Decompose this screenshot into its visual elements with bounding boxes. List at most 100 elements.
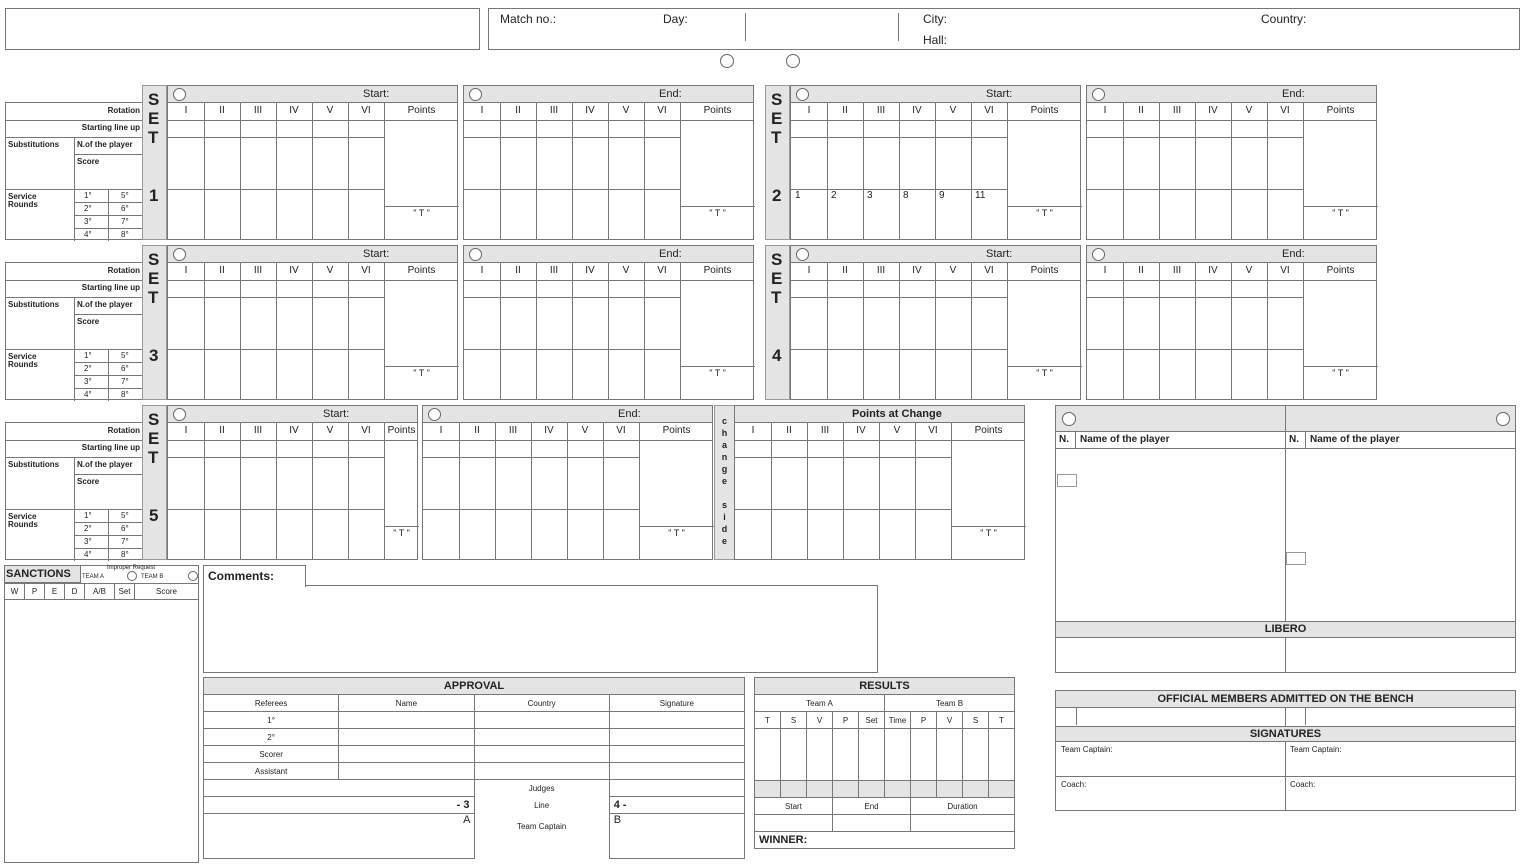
results-total-cell[interactable] bbox=[936, 780, 963, 798]
referee-2-signature[interactable] bbox=[608, 728, 746, 746]
service-round-label: 7° bbox=[121, 217, 129, 226]
results-cell[interactable] bbox=[780, 728, 807, 781]
starting-lineup-label: Starting line up bbox=[81, 123, 140, 132]
start-team-circle[interactable] bbox=[796, 88, 809, 101]
team-b-coach-label[interactable]: Coach: bbox=[1290, 780, 1316, 789]
results-total-cell[interactable] bbox=[884, 780, 911, 798]
team-a-circle[interactable] bbox=[1062, 412, 1076, 426]
divider bbox=[464, 189, 680, 190]
divider bbox=[1087, 280, 1376, 281]
end-label: End: bbox=[1282, 248, 1305, 260]
start-team-circle[interactable] bbox=[796, 248, 809, 261]
gender-circle-men[interactable] bbox=[720, 54, 734, 68]
results-total-cell[interactable] bbox=[806, 780, 833, 798]
results-col-3: P bbox=[832, 711, 859, 729]
results-cell[interactable] bbox=[858, 728, 885, 781]
divider bbox=[807, 423, 808, 559]
end-time-field[interactable] bbox=[832, 814, 911, 832]
divider bbox=[899, 103, 900, 239]
results-total-cell[interactable] bbox=[962, 780, 989, 798]
end-team-circle[interactable] bbox=[469, 248, 482, 261]
starting-lineup-label: Starting line up bbox=[81, 283, 140, 292]
results-cell[interactable] bbox=[754, 728, 781, 781]
divider bbox=[791, 189, 1007, 190]
end-team-circle[interactable] bbox=[428, 408, 441, 421]
team-b-circle[interactable] bbox=[1496, 412, 1510, 426]
change-side-letter: e bbox=[721, 536, 727, 546]
start-time-field[interactable] bbox=[754, 814, 833, 832]
results-cell[interactable] bbox=[910, 728, 937, 781]
assistant-country[interactable] bbox=[473, 762, 610, 780]
start-team-circle[interactable] bbox=[173, 248, 186, 261]
results-cell[interactable] bbox=[806, 728, 833, 781]
line-judge-4[interactable]: 4 - bbox=[608, 796, 746, 814]
duration-field[interactable] bbox=[910, 814, 1015, 832]
end-team-circle[interactable] bbox=[1092, 248, 1105, 261]
team-a-coach-label[interactable]: Coach: bbox=[1061, 780, 1087, 789]
start-label: Start: bbox=[323, 408, 350, 420]
line-judge-1[interactable] bbox=[203, 779, 475, 797]
start-team-circle[interactable] bbox=[173, 408, 186, 421]
line-judge-2[interactable] bbox=[608, 779, 746, 797]
line-judge-3[interactable]: - 3 bbox=[203, 796, 475, 814]
set-word-letter: T bbox=[148, 128, 159, 147]
divider bbox=[791, 120, 1080, 121]
results-cell[interactable] bbox=[988, 728, 1015, 781]
winner-field[interactable]: WINNER: bbox=[754, 831, 1015, 849]
referee-1-name[interactable] bbox=[338, 711, 475, 729]
divider bbox=[1056, 776, 1515, 777]
divider bbox=[531, 423, 532, 559]
results-total-cell[interactable] bbox=[780, 780, 807, 798]
results-cell[interactable] bbox=[832, 728, 859, 781]
end-team-circle[interactable] bbox=[1092, 88, 1105, 101]
team-b-player-box[interactable] bbox=[1286, 552, 1306, 565]
captain-b-signature[interactable]: B bbox=[608, 813, 746, 859]
referee-2-country[interactable] bbox=[473, 728, 610, 746]
results-total-cell[interactable] bbox=[754, 780, 781, 798]
results-total-cell[interactable] bbox=[910, 780, 937, 798]
results-total-cell[interactable] bbox=[832, 780, 859, 798]
divider bbox=[168, 509, 384, 510]
team-a-player-box[interactable] bbox=[1057, 474, 1077, 487]
column-header-5: V bbox=[1245, 265, 1253, 276]
referee-1-country[interactable] bbox=[473, 711, 610, 729]
gender-circle-women[interactable] bbox=[786, 54, 800, 68]
start-label: Start: bbox=[363, 248, 390, 260]
divider bbox=[74, 228, 143, 229]
assistant-signature[interactable] bbox=[608, 762, 746, 780]
column-header-4: IV bbox=[289, 105, 299, 116]
comments-field[interactable] bbox=[203, 585, 878, 673]
divider bbox=[644, 103, 645, 239]
column-header-6: VI bbox=[657, 105, 667, 116]
team-a-captain-label[interactable]: Team Captain: bbox=[1061, 745, 1113, 754]
team-name-box[interactable] bbox=[5, 8, 480, 50]
results-cell[interactable] bbox=[884, 728, 911, 781]
team-b-captain-label[interactable]: Team Captain: bbox=[1290, 745, 1342, 754]
set-word-letter: E bbox=[771, 269, 783, 288]
set-4-change-section: Points at Change I II III IV V VI Points " T " bbox=[734, 405, 1026, 560]
scorer-country[interactable] bbox=[473, 745, 610, 763]
divider bbox=[899, 263, 900, 399]
referee-1-signature[interactable] bbox=[608, 711, 746, 729]
improper-request-a-circle[interactable] bbox=[127, 571, 137, 581]
end-team-circle[interactable] bbox=[469, 88, 482, 101]
sanctions-table: W P E D A/B Set Score bbox=[4, 583, 199, 600]
divider bbox=[572, 103, 573, 239]
col-score: Score bbox=[134, 583, 199, 600]
results-total-cell[interactable] bbox=[858, 780, 885, 798]
results-cell[interactable] bbox=[962, 728, 989, 781]
scorer-name[interactable] bbox=[338, 745, 475, 763]
results-cell[interactable] bbox=[936, 728, 963, 781]
results-total-cell[interactable] bbox=[988, 780, 1015, 798]
captain-a-signature[interactable]: A bbox=[203, 813, 475, 859]
improper-request-b-circle[interactable] bbox=[188, 571, 198, 581]
scorer-signature[interactable] bbox=[608, 745, 746, 763]
start-team-circle[interactable] bbox=[173, 88, 186, 101]
assistant-name[interactable] bbox=[338, 762, 475, 780]
change-side-letter: g bbox=[721, 464, 728, 474]
referee-2-name[interactable] bbox=[338, 728, 475, 746]
column-header-2: II bbox=[1138, 265, 1144, 276]
divider bbox=[1159, 263, 1160, 399]
set-0-row-labels: Rotation Starting line up Substitutions N.o… bbox=[5, 102, 143, 241]
divider bbox=[348, 103, 349, 239]
